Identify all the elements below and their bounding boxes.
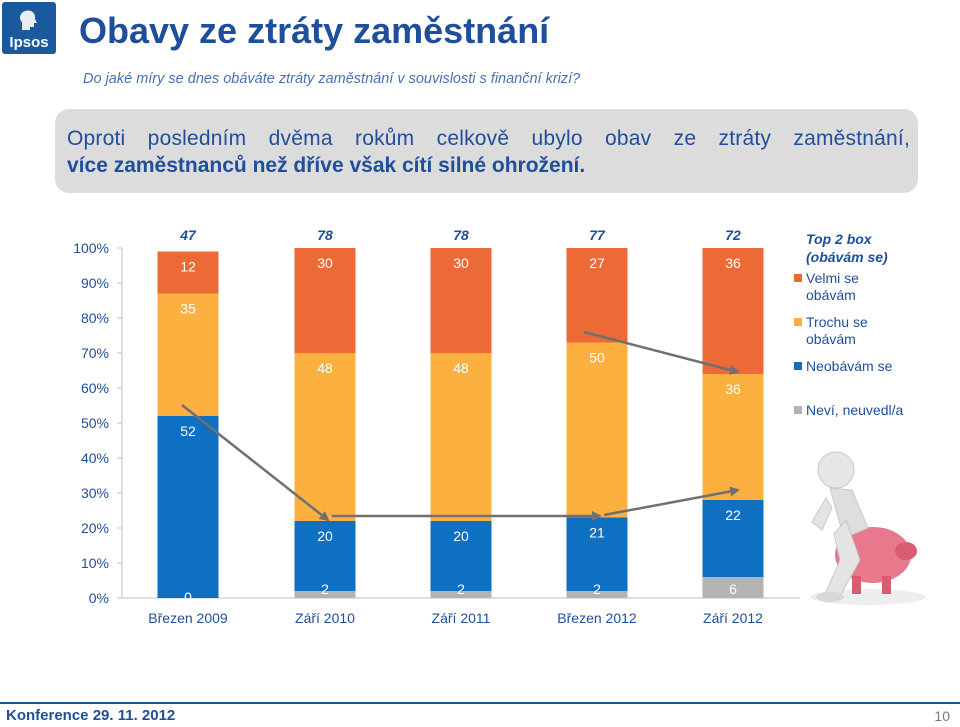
bars [157,248,764,598]
data-label-trochu: 36 [725,381,741,397]
page-title: Obavy ze ztráty zaměstnání [79,10,550,51]
y-tick-label: 20% [81,520,109,536]
bar-segment-velmi [702,248,764,374]
stacked-bar-chart: 0% 10% 20% 30% 40% 50% 60% 70% 80% 90% 100% 0 52 35 1… [73,227,926,626]
top2box-label: 78 [317,227,333,243]
top2box-label: 78 [453,227,469,243]
y-axis: 0% 10% 20% 30% 40% 50% 60% 70% 80% 90% 100% [73,240,800,606]
bar-segment-velmi [157,251,219,294]
y-tick-label: 0% [89,590,109,606]
bar-segment-neobavam [566,517,628,591]
footer-conference: Konference 29. 11. 2012 [6,707,176,724]
footer-divider [0,702,960,704]
ipsos-logo: Ipsos [2,2,56,54]
top2box-label: 77 [589,227,606,243]
data-label-trochu: 48 [453,360,469,376]
y-tick-label: 70% [81,345,109,361]
data-label-nevi: 2 [321,581,329,597]
bar-segment-velmi [430,248,492,353]
data-label-nevi: 6 [729,581,737,597]
logo-text: Ipsos [9,34,49,51]
bar-segment-neobavam [702,500,764,577]
bar-segment-trochu [430,353,492,521]
legend-title-line2: (obávám se) [806,249,888,265]
top2box-label: 72 [725,227,741,243]
bar-segment-neobavam [430,521,492,591]
bar-segment-trochu [702,374,764,500]
data-label-velmi: 30 [453,255,469,271]
figure-with-piggy-bank-illustration [810,451,926,605]
summary-text-line2: více zaměstnanců než dříve však cítí sil… [67,154,586,177]
summary-text-line1: Oproti posledním dvěma rokům celkově uby… [67,127,910,150]
legend-swatch-velmi [794,274,802,282]
y-tick-label: 30% [81,485,109,501]
summary-box [55,109,918,193]
data-label-neobavam: 52 [180,423,196,439]
bar-segment-velmi [294,248,356,353]
y-tick-label: 50% [81,415,109,431]
y-tick-label: 40% [81,450,109,466]
trend-arrow-1 [181,404,330,522]
data-label-velmi: 30 [317,255,333,271]
y-tick-label: 80% [81,310,109,326]
legend-label-neobavam: Neobávám se [806,358,893,374]
data-label-nevi: 2 [593,581,601,597]
bar-segment-neobavam [157,416,219,598]
legend-title-line1: Top 2 box [806,231,873,247]
legend-label-velmi: Velmi se obávám [806,270,859,303]
bar-segment-trochu [566,342,628,518]
data-label-neobavam: 20 [453,528,469,544]
data-label-nevi: 0 [184,589,192,605]
page-subtitle: Do jaké míry se dnes obáváte ztráty zamě… [83,71,581,87]
data-label-velmi: 36 [725,255,741,271]
data-label-velmi: 27 [589,255,605,271]
y-tick-label: 100% [73,240,109,256]
data-label-trochu: 48 [317,360,333,376]
y-tick-label: 60% [81,380,109,396]
data-label-velmi: 12 [180,259,196,275]
bar-segment-neobavam [294,521,356,591]
page-number: 10 [934,708,950,724]
x-category-label: Září 2012 [703,610,763,626]
bar-segment-velmi [566,248,628,343]
data-label-neobavam: 20 [317,528,333,544]
data-label-neobavam: 21 [589,525,605,541]
trend-arrow-3 [603,486,740,517]
data-label-trochu: 35 [180,301,196,317]
data-label-nevi: 2 [457,581,465,597]
legend-swatch-nevi [794,406,802,414]
top2box-label: 47 [179,227,197,243]
bar-segment-nevi [702,577,764,598]
legend-swatch-trochu [794,318,802,326]
x-category-label: Březen 2012 [557,610,637,626]
y-tick-label: 10% [81,555,109,571]
x-category-label: Září 2011 [432,610,491,626]
data-label-trochu: 50 [589,350,605,366]
trend-arrow-4 [583,330,740,375]
bar-segment-nevi [294,591,356,598]
x-category-label: Září 2010 [295,610,355,626]
legend: Top 2 box (obávám se) Velmi se obávám Trochu… [794,231,903,418]
bar-segment-nevi [430,591,492,598]
x-category-label: Březen 2009 [148,610,228,626]
y-tick-label: 90% [81,275,109,291]
legend-swatch-neobavam [794,362,802,370]
legend-title: Top 2 box (obávám se) [806,231,888,265]
bar-segment-trochu [157,293,219,416]
trend-arrows [181,330,740,522]
legend-label-nevi: Neví, neuvedl/a [806,402,903,418]
bar-segment-trochu [294,353,356,521]
legend-label-trochu: Trochu se obávám [806,314,868,347]
bar-segment-nevi [566,591,628,598]
data-label-neobavam: 22 [725,507,741,523]
head-silhouette-icon [20,10,37,31]
